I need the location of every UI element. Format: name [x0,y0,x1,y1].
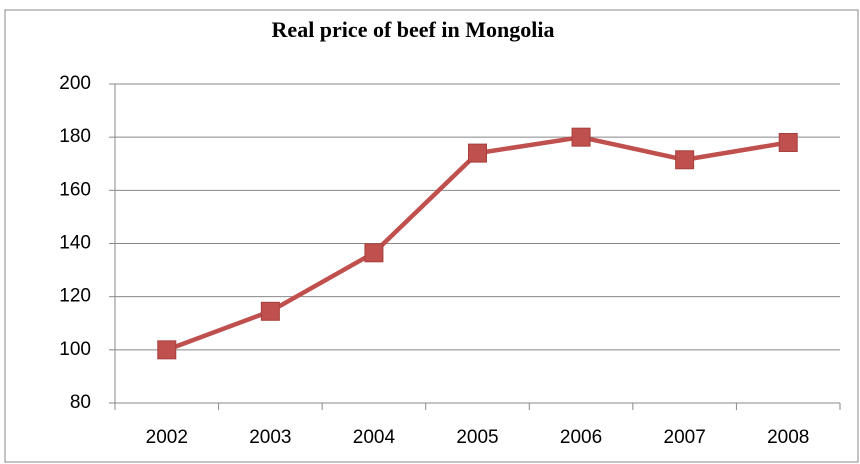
marker [157,340,177,360]
y-tick-label: 140 [59,233,91,254]
x-tick-label: 2006 [560,427,602,448]
y-tick-label: 200 [59,73,91,94]
x-tick-label: 2008 [767,427,809,448]
y-tick-label: 120 [59,286,91,307]
marker [260,301,280,321]
x-tick-label: 2007 [664,427,706,448]
y-tick-label: 100 [59,339,91,360]
x-tick-label: 2002 [146,427,188,448]
x-tick-label: 2004 [353,427,396,448]
marker [675,150,695,170]
x-tick-label: 2003 [249,427,291,448]
marker [571,127,591,147]
y-tick-label: 80 [70,392,91,413]
marker [778,132,798,152]
y-tick-label: 180 [59,126,91,147]
y-tick-label: 160 [59,179,91,200]
chart-border [4,9,859,463]
x-tick-label: 2005 [456,427,498,448]
chart-title: Real price of beef in Mongolia [272,17,555,42]
marker [468,143,487,163]
marker [364,243,384,263]
